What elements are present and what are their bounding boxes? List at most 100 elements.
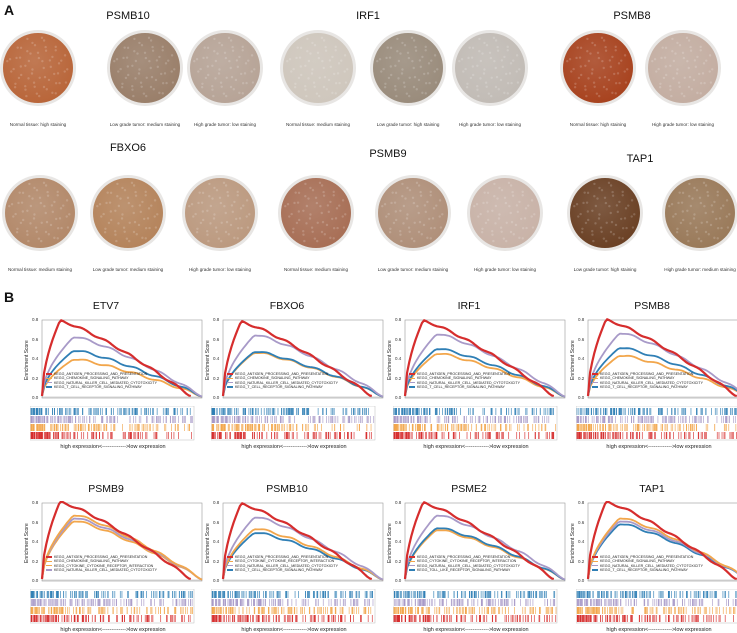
tissue-core-irf1-3	[451, 29, 529, 107]
gsea-ylabel: Enrichment Score	[387, 340, 393, 380]
caption-fbxo6-3: High grade tumor: low staining	[165, 267, 275, 272]
gsea-title-psmb9: PSMB9	[46, 483, 166, 495]
panel-b-letter: B	[4, 289, 14, 305]
gene-title-psmb8: PSMB8	[572, 10, 692, 22]
legend-swatch	[227, 556, 233, 558]
tissue-core-psmb8-2	[644, 29, 722, 107]
legend-swatch	[592, 378, 598, 380]
ytick-label: 0.8	[213, 317, 219, 322]
gsea-rug-irf1	[393, 406, 559, 442]
tissue-core-irf1-1	[279, 29, 357, 107]
legend-entry: KEGG_T_CELL_RECEPTOR_SIGNALING_PATHWAY	[409, 385, 505, 389]
rug-frame	[576, 406, 737, 440]
ytick-label: 0.2	[578, 559, 584, 564]
legend-swatch	[592, 556, 598, 558]
caption-psmb8-2: High grade tumor: low staining	[628, 122, 737, 127]
legend-swatch	[227, 373, 233, 375]
gsea-title-fbxo6: FBXO6	[227, 300, 347, 312]
tissue-core-psmb9-1	[277, 174, 355, 252]
gene-title-fbxo6: FBXO6	[68, 142, 188, 154]
legend-label: KEGG_T_CELL_RECEPTOR_SIGNALING_PATHWAY	[235, 385, 323, 389]
gsea-plot-fbxo6	[221, 318, 387, 402]
legend-swatch	[409, 569, 415, 571]
legend-swatch	[46, 378, 52, 380]
ytick-label: 0.4	[213, 356, 219, 361]
ytick-label: 0.4	[213, 539, 219, 544]
tissue-core-irf1-2	[369, 29, 447, 107]
legend-swatch	[227, 382, 233, 384]
legend-entry: KEGG_T_CELL_RECEPTOR_SIGNALING_PATHWAY	[592, 568, 688, 572]
legend-label: KEGG_TOLL_LIKE_RECEPTOR_SIGNALING_PATHWA…	[417, 568, 510, 572]
ytick-label: 0.8	[213, 500, 219, 505]
legend-entry: KEGG_T_CELL_RECEPTOR_SIGNALING_PATHWAY	[227, 385, 323, 389]
legend-swatch	[409, 565, 415, 567]
legend-swatch	[46, 386, 52, 388]
ytick-label: 0.4	[395, 356, 401, 361]
legend-label: KEGG_T_CELL_RECEPTOR_SIGNALING_PATHWAY	[54, 385, 142, 389]
legend-swatch	[227, 569, 233, 571]
ytick-label: 0.6	[213, 520, 219, 525]
gene-title-irf1: IRF1	[308, 10, 428, 22]
tissue-core-fbxo6-2	[89, 174, 167, 252]
gsea-plot-etv7	[40, 318, 206, 402]
gsea-xlabel: high expression<------------->low expres…	[401, 444, 551, 450]
es-curve-kegg-toll-like-receptor-signaling-pathway	[405, 528, 565, 579]
gsea-title-psmb10: PSMB10	[227, 483, 347, 495]
ytick-label: 0.0	[578, 395, 584, 400]
gsea-title-irf1: IRF1	[409, 300, 529, 312]
legend-swatch	[409, 556, 415, 558]
gsea-ylabel: Enrichment Score	[24, 340, 30, 380]
ytick-label: 0.0	[578, 578, 584, 583]
ytick-label: 0.6	[395, 520, 401, 525]
caption-psmb9-3: High grade tumor: low staining	[450, 267, 560, 272]
caption-tap1-1: Low grade tumor: high staining	[550, 267, 660, 272]
legend-swatch	[46, 556, 52, 558]
ytick-label: 0.8	[578, 500, 584, 505]
ytick-label: 0.2	[213, 559, 219, 564]
tissue-core-psmb10-3	[186, 29, 264, 107]
ytick-label: 0.4	[578, 539, 584, 544]
legend-label: KEGG_T_CELL_RECEPTOR_SIGNALING_PATHWAY	[235, 568, 323, 572]
gsea-ylabel: Enrichment Score	[570, 523, 576, 563]
ytick-label: 0.2	[395, 376, 401, 381]
legend-swatch	[46, 373, 52, 375]
gene-title-psmb10: PSMB10	[68, 10, 188, 22]
legend-swatch	[592, 561, 598, 563]
ytick-label: 0.0	[32, 395, 38, 400]
legend-swatch	[46, 565, 52, 567]
gsea-title-etv7: ETV7	[46, 300, 166, 312]
gsea-xlabel: high expression<------------->low expres…	[584, 444, 734, 450]
legend-label: KEGG_T_CELL_RECEPTOR_SIGNALING_PATHWAY	[417, 385, 505, 389]
legend-label: KEGG_NATURAL_KILLER_CELL_MEDIATED_CYTOTO…	[54, 568, 157, 572]
ytick-label: 0.6	[32, 520, 38, 525]
legend-entry: KEGG_T_CELL_RECEPTOR_SIGNALING_PATHWAY	[592, 385, 688, 389]
ytick-label: 0.4	[32, 539, 38, 544]
tissue-core-psmb8-1	[559, 29, 637, 107]
gsea-ylabel: Enrichment Score	[387, 523, 393, 563]
tissue-core-tap1-1	[566, 174, 644, 252]
legend-swatch	[227, 386, 233, 388]
legend-label: KEGG_T_CELL_RECEPTOR_SIGNALING_PATHWAY	[600, 385, 688, 389]
gsea-xlabel: high expression<------------->low expres…	[38, 627, 188, 633]
legend-entry: KEGG_NATURAL_KILLER_CELL_MEDIATED_CYTOTO…	[46, 568, 157, 572]
gsea-rug-fbxo6	[211, 406, 377, 442]
gsea-xlabel: high expression<------------->low expres…	[219, 444, 369, 450]
ytick-label: 0.2	[578, 376, 584, 381]
tissue-core-tap1-2	[661, 174, 737, 252]
ytick-label: 0.8	[395, 317, 401, 322]
ytick-label: 0.8	[578, 317, 584, 322]
legend-swatch	[592, 382, 598, 384]
legend-swatch	[227, 561, 233, 563]
gsea-xlabel: high expression<------------->low expres…	[584, 627, 734, 633]
gsea-plot-psmb9	[40, 501, 206, 585]
legend-swatch	[592, 386, 598, 388]
tissue-core-psmb10-1	[0, 29, 77, 107]
tissue-core-psmb10-2	[106, 29, 184, 107]
legend-swatch	[409, 561, 415, 563]
ytick-label: 0.4	[395, 539, 401, 544]
ytick-label: 0.0	[395, 395, 401, 400]
ytick-label: 0.6	[395, 337, 401, 342]
gene-title-psmb9: PSMB9	[328, 148, 448, 160]
panel-a-letter: A	[4, 2, 14, 18]
gsea-ylabel: Enrichment Score	[205, 340, 211, 380]
